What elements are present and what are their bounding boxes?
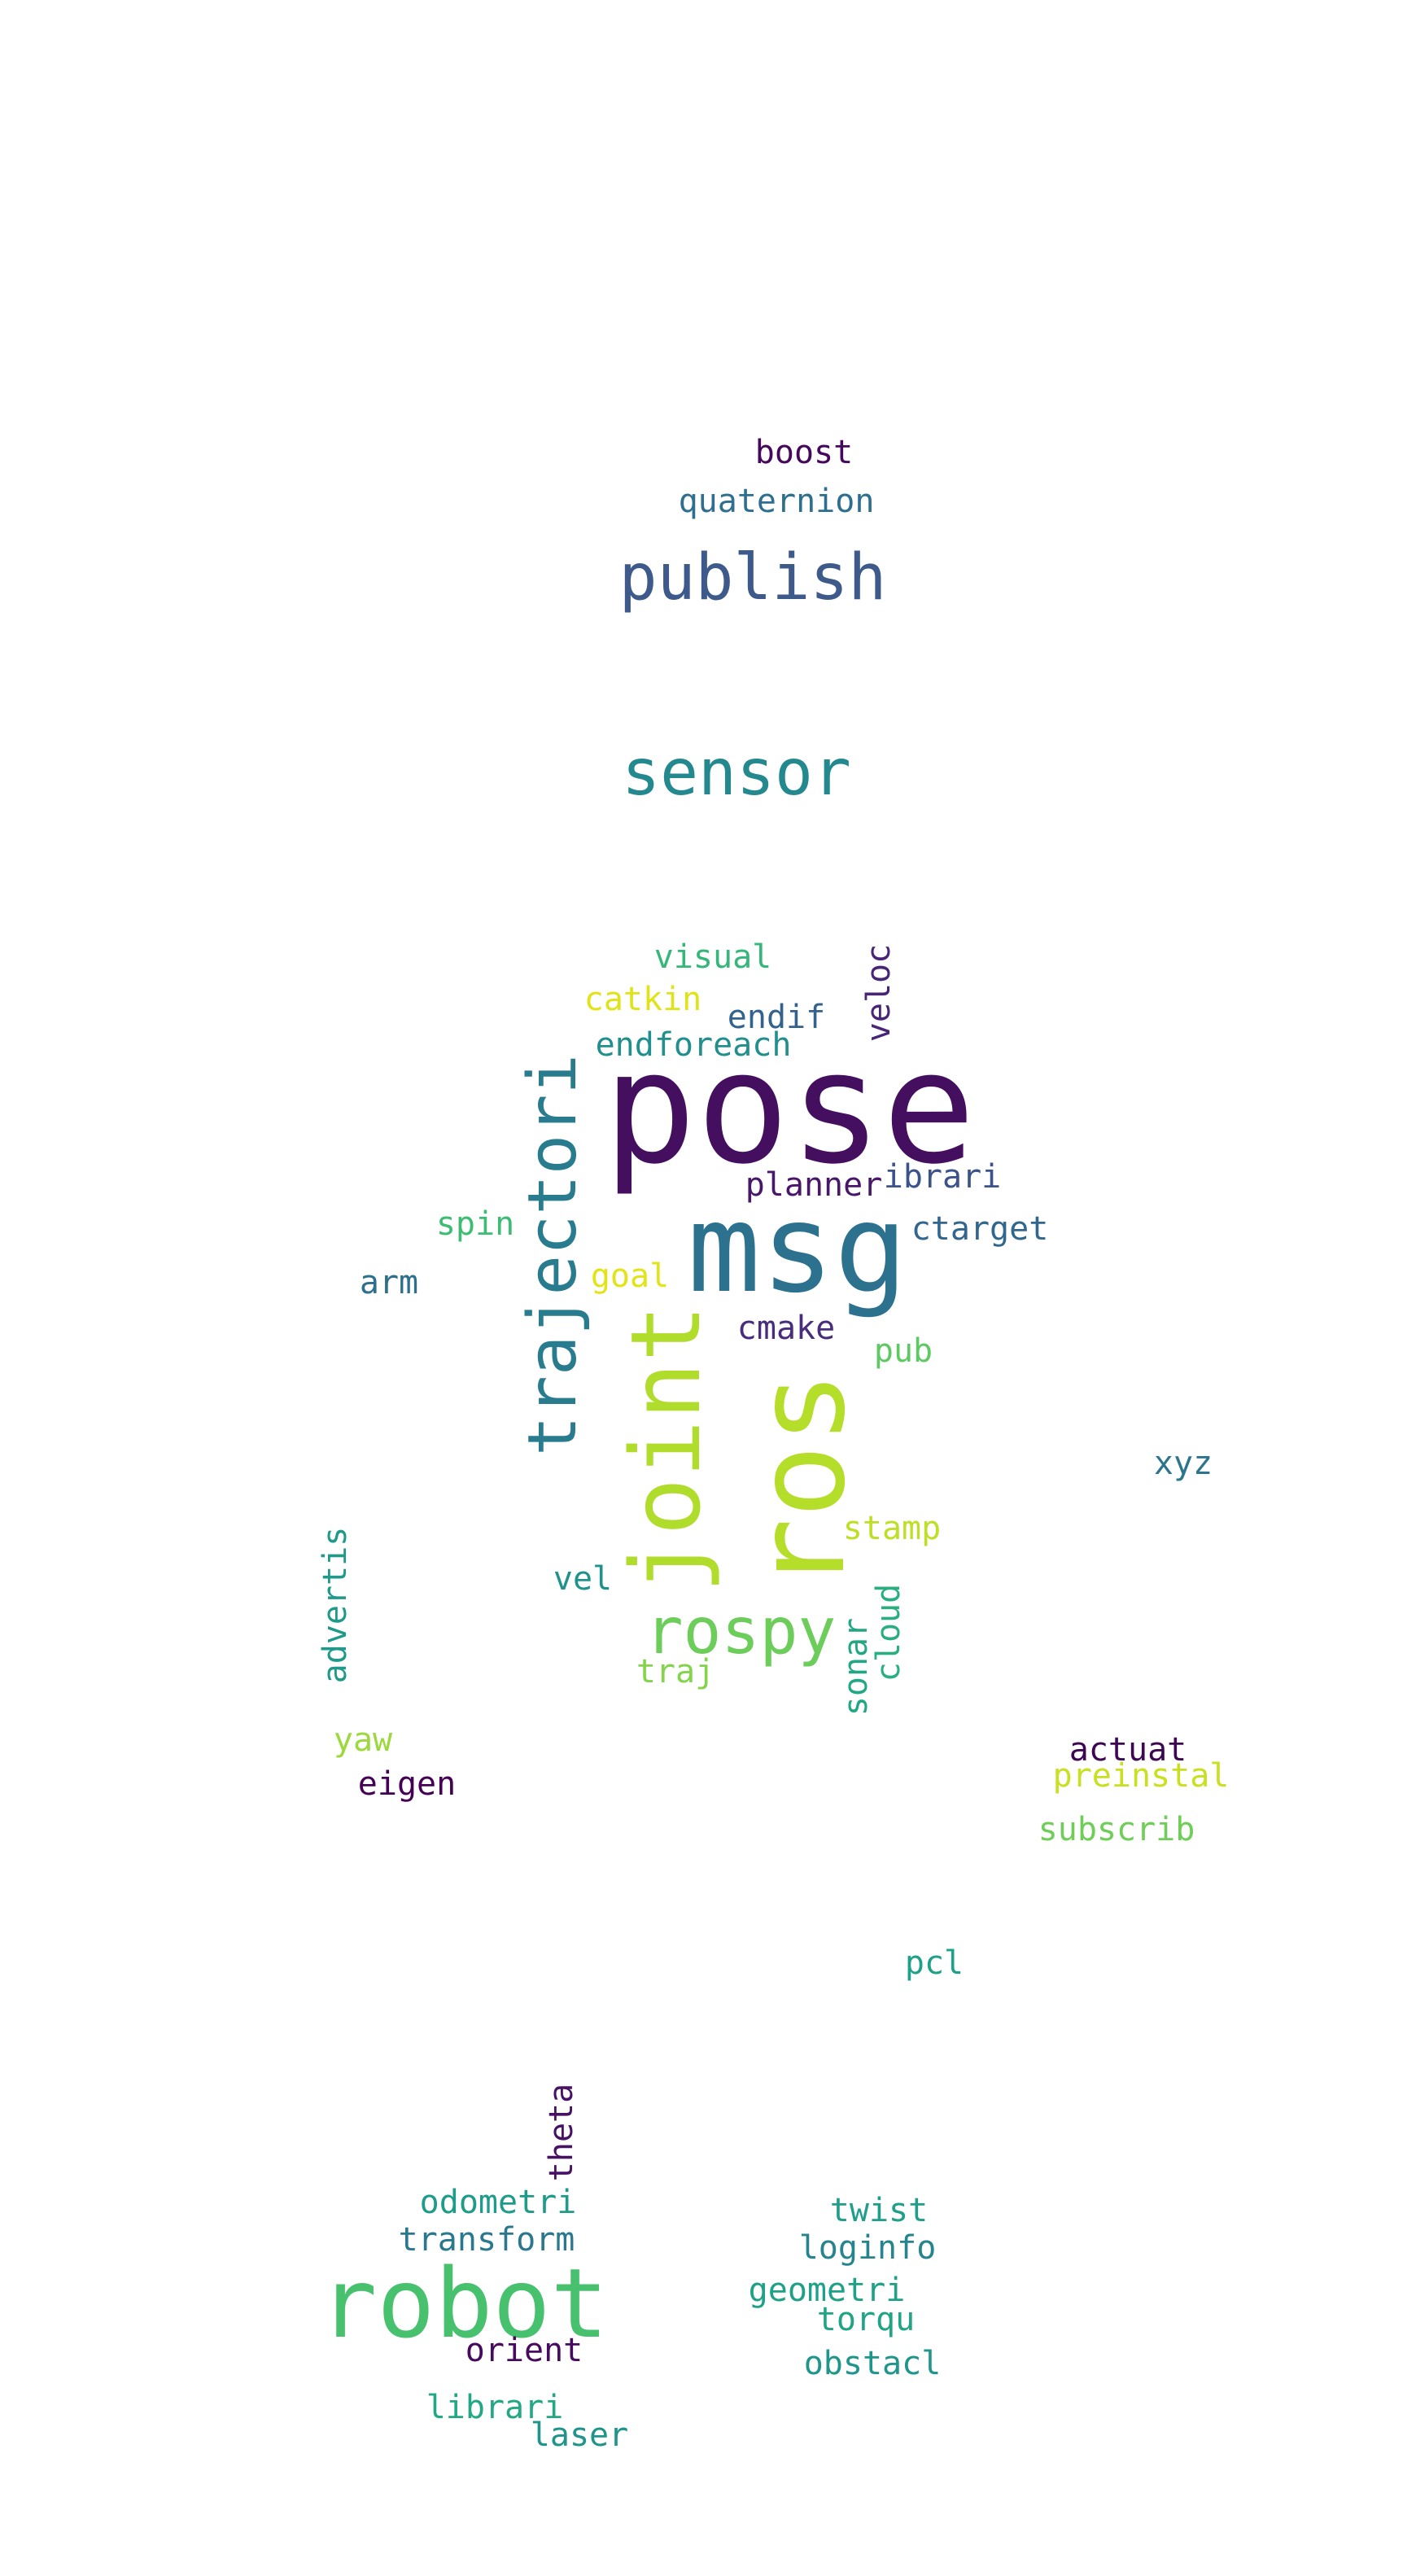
word-joint: joint <box>610 1304 722 1594</box>
word-geometri: geometri <box>748 2272 906 2309</box>
word-planner: planner <box>745 1166 883 1204</box>
word-spin: spin <box>435 1205 515 1243</box>
word-pub: pub <box>873 1332 933 1370</box>
word-pose: pose <box>603 1018 976 1198</box>
word-rospy: rospy <box>645 1595 837 1668</box>
word-publish: publish <box>618 541 887 614</box>
word-laser: laser <box>530 2416 629 2454</box>
word-stamp: stamp <box>842 1510 942 1547</box>
word-actuat: actuat <box>1069 1731 1187 1769</box>
word-transform: transform <box>398 2221 575 2259</box>
word-arm: arm <box>359 1264 419 1301</box>
word-subscrib: subscrib <box>1038 1811 1195 1848</box>
word-ibrari: ibrari <box>883 1158 1002 1196</box>
word-theta: theta <box>543 2083 580 2182</box>
word-vel: vel <box>553 1560 613 1598</box>
word-ctarget: ctarget <box>911 1210 1049 1248</box>
word-cmake: cmake <box>736 1310 836 1347</box>
word-msg: msg <box>687 1179 908 1320</box>
word-preinstal: preinstal <box>1052 1757 1230 1795</box>
word-eigen: eigen <box>357 1765 457 1803</box>
word-pcl: pcl <box>904 1944 964 1982</box>
word-xyz: xyz <box>1153 1445 1213 1482</box>
word-quaternion: quaternion <box>678 483 875 520</box>
word-visual: visual <box>653 938 772 976</box>
word-sensor: sensor <box>622 737 851 810</box>
word-traj: traj <box>636 1653 715 1690</box>
word-twist: twist <box>829 2192 929 2229</box>
word-trajectori: trajectori <box>514 1054 592 1456</box>
word-catkin: catkin <box>583 981 702 1018</box>
word-ros: ros <box>731 1371 872 1592</box>
word-orient: orient <box>465 2332 583 2369</box>
word-endif: endif <box>727 999 826 1036</box>
word-goal: goal <box>590 1257 670 1295</box>
word-librari: librari <box>426 2389 564 2426</box>
word-obstacl: obstacl <box>803 2345 942 2382</box>
word-yaw: yaw <box>333 1721 393 1759</box>
word-robot: robot <box>319 2247 609 2360</box>
word-endforeach: endforeach <box>595 1026 792 1064</box>
word-odometri: odometri <box>419 2184 577 2221</box>
word-boost: boost <box>754 434 854 471</box>
word-cloud: cloud <box>870 1583 907 1682</box>
word-loginfo: loginfo <box>798 2229 937 2267</box>
word-sonar: sonar <box>837 1617 875 1717</box>
word-advertis: advertis <box>317 1526 354 1684</box>
word-veloc: veloc <box>860 943 898 1043</box>
word-torqu: torqu <box>816 2301 916 2338</box>
